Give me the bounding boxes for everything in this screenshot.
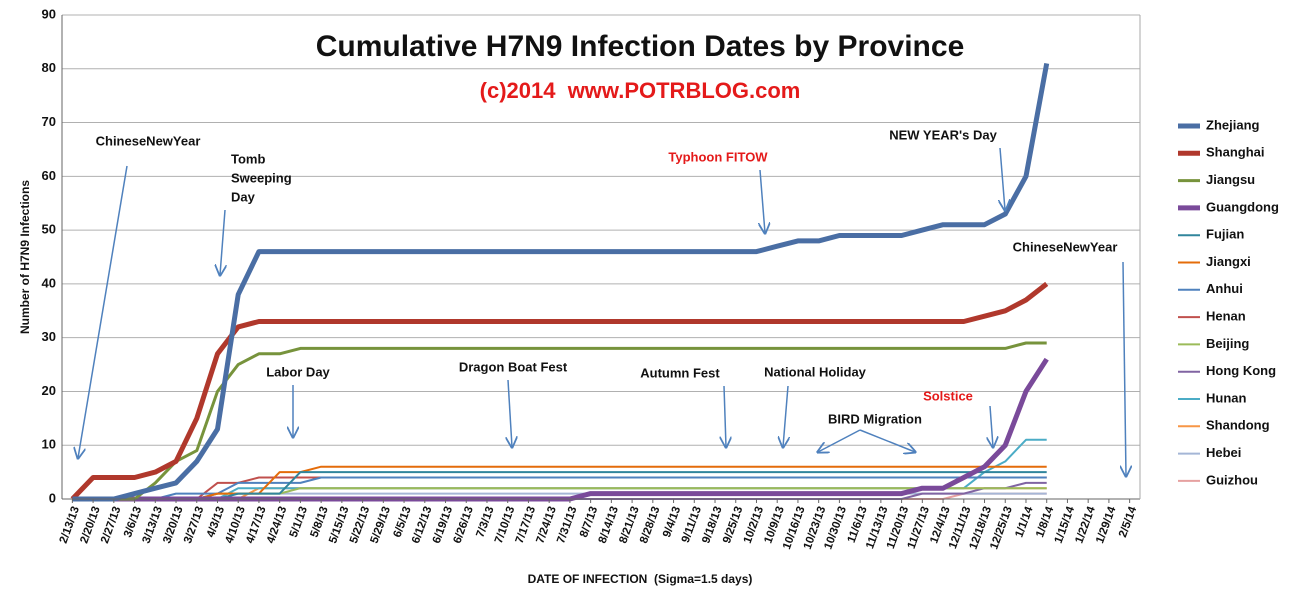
series-line xyxy=(72,62,1050,502)
x-tick-label: 4/24/13 xyxy=(265,505,289,545)
annotation: National Holiday xyxy=(764,364,867,379)
series-line xyxy=(72,341,1047,501)
arrow xyxy=(1000,147,1005,210)
series-line xyxy=(72,438,1047,500)
annotation: Tomb xyxy=(231,151,265,166)
x-tick-label: 9/4/13 xyxy=(661,505,683,539)
series-line xyxy=(72,471,1047,500)
y-tick-label: 70 xyxy=(42,114,56,129)
legend-label: Zhejiang xyxy=(1206,117,1260,132)
annotation: Day xyxy=(231,189,256,204)
x-tick-label: 1/29/14 xyxy=(1094,504,1119,545)
x-tick-label: 6/26/13 xyxy=(452,505,476,545)
legend-label: Fujian xyxy=(1206,227,1244,242)
y-tick-label: 80 xyxy=(42,60,56,75)
x-tick-labels: 2/13/132/20/132/27/133/6/133/13/133/20/1… xyxy=(58,499,1140,551)
legend-label: Hunan xyxy=(1206,390,1247,405)
annotation-arrows xyxy=(78,147,1126,476)
legend-label: Anhui xyxy=(1206,281,1243,296)
legend-label: Jiangxi xyxy=(1206,254,1251,269)
arrow xyxy=(818,429,861,452)
arrow xyxy=(78,165,128,458)
arrow xyxy=(760,169,765,233)
arrow xyxy=(783,385,788,447)
x-tick-label: 1/1/14 xyxy=(1013,504,1035,539)
x-tick-label: 7/3/13 xyxy=(474,505,496,539)
series-line xyxy=(72,476,1047,500)
legend: Zhejiang Shanghai Jiangsu Guangdong Fujian Ji… xyxy=(1178,117,1279,487)
chart-subtitle: (c)2014 www.POTRBLOG.com xyxy=(480,78,801,103)
annotation: Typhoon FITOW xyxy=(668,149,768,164)
y-tick-label: 30 xyxy=(42,329,56,344)
y-tick-label: 10 xyxy=(42,437,56,452)
annotation: NEW YEAR's Day xyxy=(889,127,997,142)
x-tick-label: 7/31/13 xyxy=(555,505,579,545)
legend-label: Jiangsu xyxy=(1206,172,1255,187)
arrow xyxy=(990,405,993,447)
y-tick-label: 0 xyxy=(49,490,56,505)
legend-label: Hong Kong xyxy=(1206,363,1276,378)
x-tick-label: 5/8/13 xyxy=(309,505,331,539)
annotation: Dragon Boat Fest xyxy=(459,359,568,374)
annotation: BIRD Migration xyxy=(828,411,922,426)
legend-label: Guangdong xyxy=(1206,199,1279,214)
annotation: Labor Day xyxy=(266,364,330,379)
x-tick-label: 5/1/13 xyxy=(288,505,310,539)
x-tick-label: 5/29/13 xyxy=(369,505,393,545)
y-tick-label: 60 xyxy=(42,168,56,183)
annotation: Solstice xyxy=(923,388,973,403)
x-tick-label: 8/7/13 xyxy=(578,505,600,539)
annotation: ChineseNewYear xyxy=(96,133,201,148)
annotation: ChineseNewYear xyxy=(1013,239,1118,254)
legend-label: Hebei xyxy=(1206,445,1241,460)
arrow xyxy=(1123,261,1126,476)
arrow xyxy=(859,429,915,452)
x-tick-label: 3/27/13 xyxy=(182,505,206,545)
y-tick-label: 40 xyxy=(42,275,56,290)
arrow xyxy=(220,209,225,275)
x-tick-label: 3/6/13 xyxy=(122,505,144,539)
legend-label: Guizhou xyxy=(1206,472,1258,487)
legend-label: Shandong xyxy=(1206,418,1270,433)
x-axis-label: DATE OF INFECTION (Sigma=1.5 days) xyxy=(528,572,753,586)
annotation: Autumn Fest xyxy=(640,365,720,380)
legend-label: Shanghai xyxy=(1206,145,1265,160)
x-tick-label: 2/5/14 xyxy=(1117,504,1139,539)
arrow xyxy=(508,379,512,447)
legend-label: Henan xyxy=(1206,309,1246,324)
grid: 0 10 20 30 40 50 60 70 80 90 xyxy=(42,6,1140,505)
y-tick-label: 20 xyxy=(42,383,56,398)
x-tick-label: 8/28/13 xyxy=(638,505,662,545)
arrow xyxy=(724,385,726,447)
chart-title: Cumulative H7N9 Infection Dates by Provi… xyxy=(316,30,965,63)
x-tick-label: 4/3/13 xyxy=(205,505,227,539)
x-tick-label: 2/27/13 xyxy=(99,505,123,545)
y-tick-label: 50 xyxy=(42,222,56,237)
annotation: Sweeping xyxy=(231,170,292,185)
y-tick-label: 90 xyxy=(42,6,56,21)
x-tick-label: 1/8/14 xyxy=(1034,504,1056,539)
legend-label: Beijing xyxy=(1206,336,1249,351)
x-tick-label: 6/5/13 xyxy=(392,505,414,539)
annotations: ChineseNewYear Tomb Sweeping Day Labor Day Dr… xyxy=(96,127,1118,426)
y-axis-label: Number of H7N9 Infections xyxy=(18,180,32,334)
